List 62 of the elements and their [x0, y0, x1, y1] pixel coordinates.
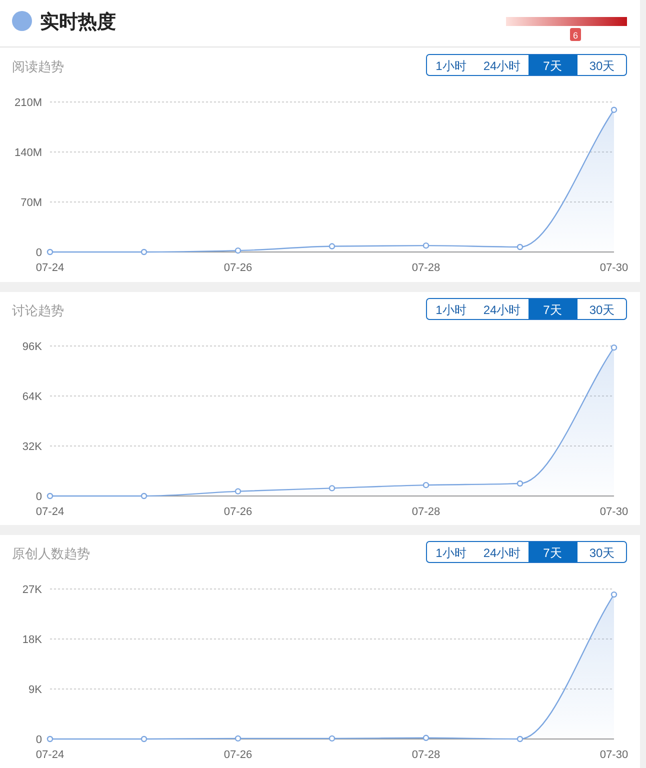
- point: [610, 106, 618, 113]
- text: 24小时: [483, 59, 521, 73]
- point: [328, 485, 336, 492]
- y-tick-label: 18K: [22, 634, 43, 646]
- chart-title: 阅读趋势: [12, 59, 64, 74]
- text: 7天: [543, 546, 562, 560]
- y-tick-label: 70M: [20, 197, 42, 209]
- point: [46, 492, 54, 500]
- point: [234, 488, 242, 494]
- text: 实时热度: [40, 11, 116, 33]
- text: 30天: [589, 303, 615, 317]
- y-tick-label: 27K: [22, 584, 43, 596]
- point: [46, 248, 54, 256]
- x-tick-label: 07-30: [600, 506, 628, 518]
- point: [422, 482, 430, 488]
- x-tick-label: 07-26: [224, 262, 252, 274]
- point: [516, 244, 524, 250]
- point: [234, 735, 242, 742]
- text: 24小时: [483, 303, 521, 317]
- y-tick-label: 32K: [22, 441, 43, 453]
- text: 1小时: [436, 59, 466, 73]
- point: [234, 247, 242, 254]
- chart-title: 讨论趋势: [12, 303, 64, 318]
- x-tick-label: 07-24: [36, 262, 64, 274]
- point: [516, 480, 524, 487]
- text: 1小时: [436, 546, 466, 560]
- x-tick-label: 07-30: [600, 749, 628, 761]
- y-tick-label: 140M: [14, 147, 42, 159]
- x-tick-label: 07-28: [412, 506, 440, 518]
- y-tick-label: 0: [36, 491, 42, 503]
- y-tick-label: 64K: [22, 391, 43, 403]
- text: 30天: [589, 59, 615, 73]
- point: [422, 242, 430, 249]
- point: [140, 736, 148, 742]
- point: [422, 734, 430, 741]
- x-tick-label: 07-26: [224, 506, 252, 518]
- y-tick-label: 0: [36, 734, 42, 746]
- point: [328, 735, 336, 742]
- y-tick-label: 96K: [22, 341, 43, 353]
- point: [46, 736, 54, 742]
- x-tick-label: 07-28: [412, 749, 440, 761]
- chart-title: 原创人数趋势: [12, 546, 90, 561]
- point: [140, 492, 148, 500]
- x-tick-label: 07-30: [600, 262, 628, 274]
- x-tick-label: 07-24: [36, 749, 64, 761]
- text: 24小时: [483, 546, 521, 560]
- x-tick-label: 07-24: [36, 506, 64, 518]
- text: 6: [572, 30, 578, 40]
- point: [610, 591, 618, 598]
- point: [610, 344, 618, 351]
- point: [328, 243, 336, 250]
- text: 30天: [589, 546, 615, 560]
- y-tick-label: 9K: [28, 684, 43, 696]
- x-tick-label: 07-28: [412, 262, 440, 274]
- x-tick-label: 07-26: [224, 749, 252, 761]
- text: 1小时: [436, 303, 466, 317]
- text: 7天: [543, 59, 562, 73]
- point: [516, 736, 524, 742]
- y-tick-label: 210M: [14, 97, 42, 109]
- point: [140, 248, 148, 256]
- y-tick-label: 0: [36, 247, 42, 259]
- text: 7天: [543, 303, 562, 317]
